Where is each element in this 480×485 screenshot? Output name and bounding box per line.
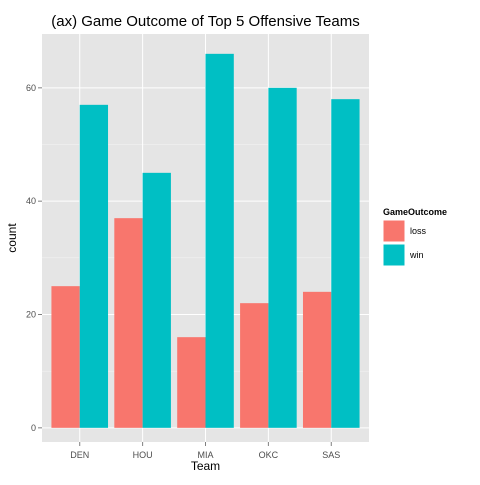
legend-key-win — [382, 243, 406, 267]
legend-label-win: win — [409, 250, 424, 260]
bar-loss-sas — [302, 291, 332, 428]
bar-loss-okc — [240, 303, 269, 428]
y-axis-title: count — [5, 223, 19, 253]
y-tick-label: 40 — [26, 196, 36, 206]
y-tick-label: 60 — [26, 83, 36, 93]
legend-title: GameOutcome — [383, 207, 447, 217]
bar-win-mia — [205, 53, 234, 428]
bar-win-sas — [331, 99, 360, 428]
x-tick-label: HOU — [133, 450, 153, 460]
legend-key-loss — [382, 219, 406, 243]
x-tick-label: OKC — [259, 450, 279, 460]
x-tick-label: SAS — [322, 450, 340, 460]
legend-label-loss: loss — [410, 226, 427, 236]
y-tick-label: 20 — [26, 310, 36, 320]
chart-title: (ax) Game Outcome of Top 5 Offensive Tea… — [51, 13, 359, 30]
x-axis: DEN HOU MIA OKC SAS — [70, 442, 340, 460]
x-tick-label: DEN — [70, 450, 89, 460]
x-tick-label: MIA — [197, 450, 213, 460]
bar-loss-hou — [114, 218, 143, 428]
legend: GameOutcome loss win — [382, 207, 447, 267]
bar-win-okc — [268, 87, 297, 428]
y-axis: 0 20 40 60 — [26, 83, 42, 433]
x-axis-title: Team — [191, 459, 220, 473]
bar-loss-mia — [177, 337, 206, 428]
bar-win-den — [79, 104, 109, 428]
bars — [51, 53, 360, 428]
bar-loss-den — [51, 286, 80, 428]
y-tick-label: 0 — [31, 423, 36, 433]
bar-win-hou — [142, 172, 171, 428]
